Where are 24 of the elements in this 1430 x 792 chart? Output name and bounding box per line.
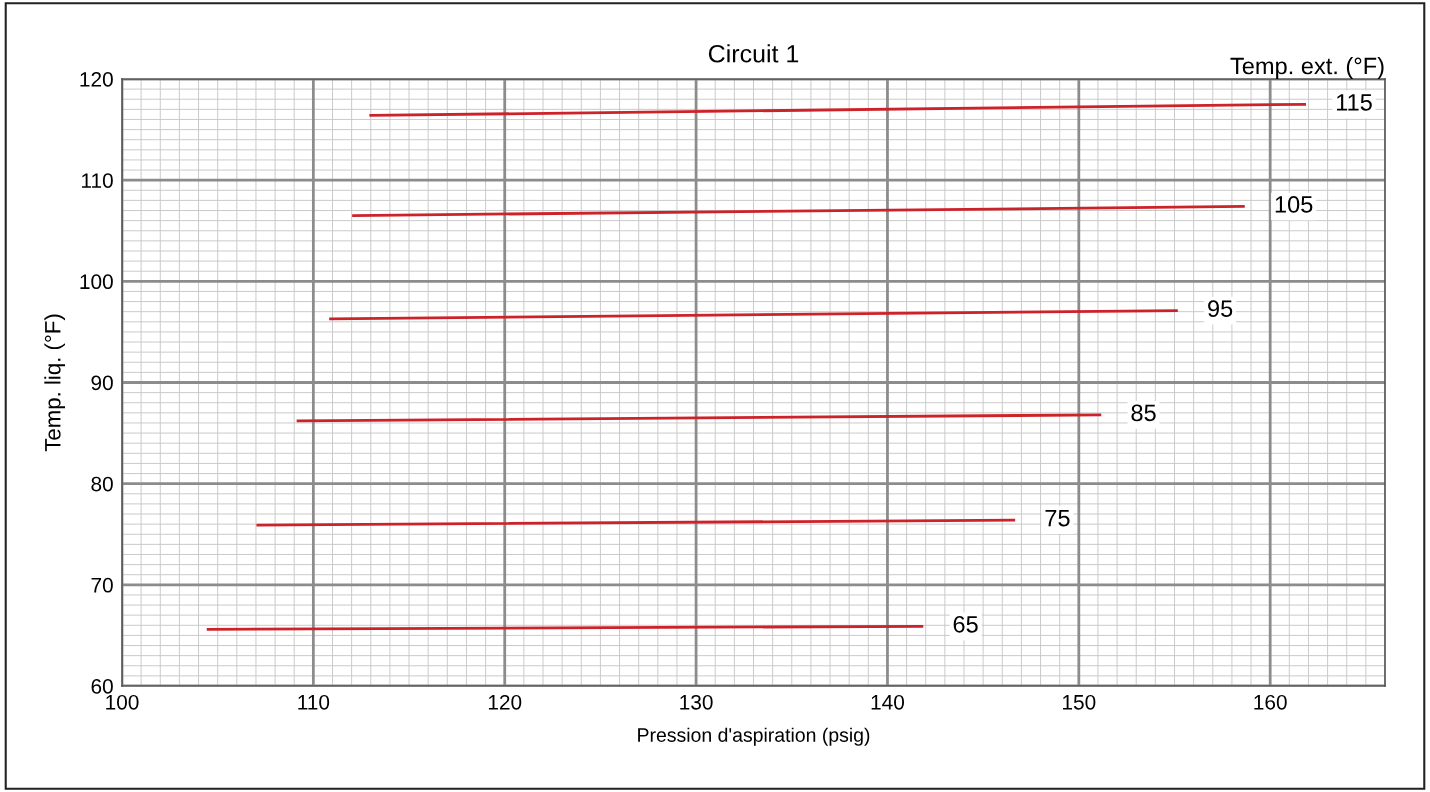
y-tick-label: 120 [80, 72, 113, 87]
series-label: 95 [1208, 300, 1233, 318]
x-tick-label: 160 [1254, 694, 1287, 710]
y-tick-label: 80 [91, 476, 113, 492]
x-tick-label: 150 [1063, 694, 1096, 710]
x-tick-label: 130 [680, 694, 713, 710]
legend-title: Temp. ext. (°F) [1230, 56, 1384, 79]
x-tick-label: 140 [871, 694, 905, 710]
x-axis-title: Pression d'aspiration (psig) [638, 727, 870, 746]
chart-title: Circuit 1 [708, 44, 799, 63]
series-label: 85 [1131, 404, 1156, 422]
x-tick-label: 100 [106, 694, 139, 710]
y-tick-label: 90 [91, 375, 113, 391]
x-tick-label: 110 [298, 694, 330, 710]
y-tick-label: 70 [91, 577, 113, 593]
x-tick-label: 120 [488, 694, 522, 710]
series-label: 75 [1045, 509, 1070, 527]
y-axis-title: Temp. liq. (°F) [44, 314, 66, 452]
series-label: 65 [953, 615, 978, 633]
y-tick-label: 100 [80, 274, 113, 290]
series-label: 115 [1336, 94, 1372, 111]
series-label: 105 [1275, 196, 1313, 213]
y-tick-label: 60 [91, 679, 113, 694]
y-tick-label: 110 [82, 173, 113, 188]
